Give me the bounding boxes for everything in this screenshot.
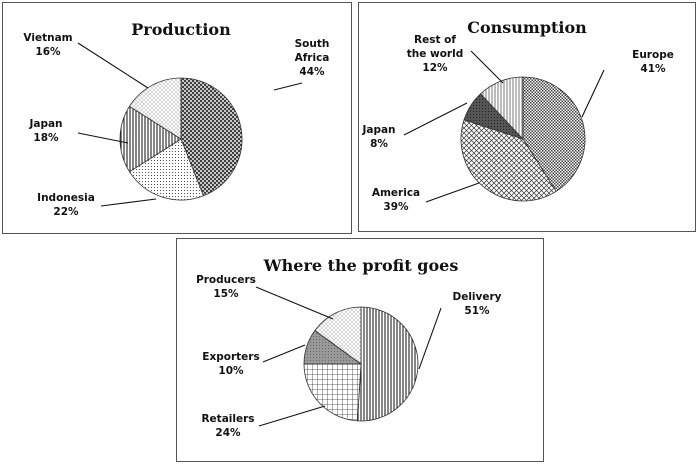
leader-line [100,198,157,207]
pie-slice-delivery [356,306,419,422]
profit-pie-chart: Where the profit goes Delivery 51% Retaile… [196,256,502,439]
pie-slice-rest-of-the-world [479,76,524,141]
slice-percent-label: 16% [35,46,61,58]
slice-category-label: Exporters [202,351,259,363]
slice-category-label: Delivery [452,291,501,303]
slice-category-label: Indonesia [37,192,95,204]
leader-line [273,82,303,91]
chart-title: Where the profit goes [263,256,459,275]
chart-title: Production [131,20,231,39]
slice-category-label: the world [407,48,463,60]
slice-percent-label: 12% [422,62,448,74]
slice-percent-label: 10% [218,365,244,377]
slice-percent-label: 24% [215,427,241,439]
leader-line [425,182,480,203]
slice-percent-label: 22% [53,206,79,218]
slice-category-label: Rest of [414,34,456,46]
pie-slice-japan [119,105,182,173]
slice-category-label: Japan [28,118,62,130]
slice-percent-label: 51% [464,305,490,317]
pie-slice-vietnam [128,77,182,140]
chart-title: Consumption [467,18,587,37]
slice-category-label: Retailers [201,413,254,425]
leader-line [470,50,504,84]
slice-category-label: South [295,38,330,50]
leader-line [403,102,468,136]
production-pie-chart: Production South Africa 44% Indonesia 22% Jap… [23,20,330,218]
slice-percent-label: 8% [370,138,388,150]
consumption-pie-chart: Consumption Europe 41% America 39% Japan 8% Re… [361,18,674,213]
slice-percent-label: 44% [299,66,325,78]
consumption-chart-panel: Consumption Europe 41% America 39% Japan 8% Re… [358,2,696,232]
slice-percent-label: 39% [383,201,409,213]
slice-category-label: Africa [295,52,330,64]
production-chart-panel: Production South Africa 44% Indonesia 22% Jap… [2,2,352,234]
pie-slice-south-africa [180,77,243,197]
slice-percent-label: 18% [33,132,59,144]
pie-slice-america [460,119,557,202]
leader-line [262,344,306,363]
leader-line [258,405,326,427]
leader-line [77,132,129,144]
slice-category-label: Europe [632,49,674,61]
leader-line [77,42,149,89]
slice-percent-label: 41% [640,63,666,75]
slice-category-label: Japan [361,124,395,136]
pie-slice-indonesia [128,138,204,201]
leader-line [255,286,334,320]
leader-line [581,69,605,118]
slice-category-label: Vietnam [23,32,72,44]
pie-slice-producers [314,306,362,365]
slice-category-label: Producers [196,274,256,286]
slice-category-label: America [372,187,420,199]
pie-slice-retailers [303,363,362,422]
slice-percent-label: 15% [213,288,239,300]
leader-line [418,307,442,370]
profit-chart-panel: Where the profit goes Delivery 51% Retaile… [176,238,544,462]
